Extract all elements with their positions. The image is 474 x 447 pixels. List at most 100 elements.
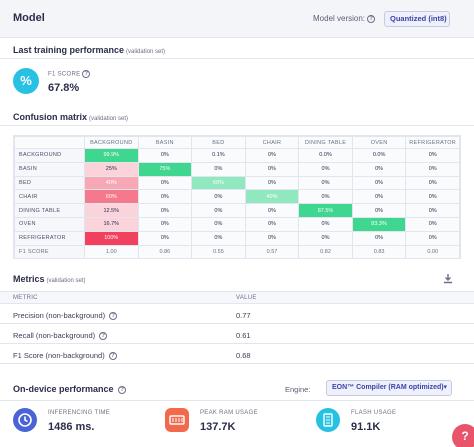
matrix-cell: 0%: [137, 189, 193, 205]
download-icon[interactable]: [443, 273, 453, 284]
training-subtitle: (validation set): [126, 49, 166, 55]
divider: [0, 58, 474, 59]
matrix-cell: 16.7%: [84, 216, 139, 232]
matrix-cell: 0%: [244, 148, 300, 163]
help-icon[interactable]: ?: [108, 352, 117, 361]
metrics-subtitle: (validation set): [46, 278, 86, 284]
matrix-cell: 0.0%: [351, 148, 407, 163]
matrix-f1-cell: 0.83: [351, 244, 407, 260]
metrics-title: Metrics: [13, 274, 45, 284]
f1-score-icon: %: [13, 68, 39, 94]
clock-glyph: [18, 413, 32, 427]
matrix-row: BASIN 25% 75% 0% 0% 0% 0% 0%: [14, 161, 460, 177]
matrix-cell: 0%: [405, 148, 460, 163]
matrix-cell: 0%: [191, 203, 246, 218]
ram-glyph: [169, 415, 185, 425]
engine-select[interactable]: EON™ Compiler (RAM optimized) ▾: [326, 380, 452, 396]
matrix-cell: 0%: [351, 189, 407, 205]
flash-usage-value: 91.1K: [351, 421, 381, 433]
matrix-column-header: BASIN: [137, 136, 193, 149]
matrix-column-header: REFRIGERATOR: [405, 136, 460, 149]
matrix-cell: 87.5%: [298, 203, 353, 218]
matrix-cell: 0%: [405, 203, 460, 218]
matrix-column-header: BED: [191, 136, 246, 149]
metric-name-text: Recall (non-background): [13, 331, 96, 340]
matrix-row-header: REFRIGERATOR: [14, 230, 85, 246]
matrix-cell: 25%: [84, 161, 139, 177]
inferencing-time-value: 1486 ms.: [48, 421, 95, 433]
matrix-cell: 0%: [405, 161, 460, 177]
matrix-cell: 60%: [191, 175, 246, 191]
matrix-cell: 40%: [84, 175, 139, 191]
training-section-title: Last training performance (validation set…: [13, 45, 165, 55]
matrix-row-header: OVEN: [14, 216, 85, 232]
matrix-cell: 0%: [137, 216, 193, 232]
matrix-cell: 0%: [298, 189, 353, 205]
matrix-cell: 0%: [191, 216, 246, 232]
matrix-row: BED 40% 0% 60% 0% 0% 0% 0%: [14, 175, 460, 191]
confusion-section-title: Confusion matrix (validation set): [13, 112, 128, 122]
matrix-cell: 0%: [191, 230, 246, 246]
metric-name-text: F1 Score (non-background): [13, 351, 105, 360]
matrix-corner: [14, 136, 85, 149]
f1-score-value: 67.8%: [48, 82, 80, 94]
help-icon[interactable]: ?: [118, 385, 127, 394]
matrix-f1-cell: 1.00: [84, 244, 139, 260]
matrix-row-header: DINING TABLE: [14, 203, 85, 218]
flash-usage-label: FLASH USAGE: [351, 410, 397, 416]
metric-row: Recall (non-background) ? 0.61: [0, 325, 474, 344]
matrix-cell: 0%: [298, 230, 353, 246]
matrix-cell: 0%: [137, 203, 193, 218]
matrix-cell: 0%: [405, 175, 460, 191]
help-icon[interactable]: ?: [109, 312, 118, 321]
matrix-row: REFRIGERATOR 100% 0% 0% 0% 0% 0% 0%: [14, 230, 460, 246]
matrix-cell: 0%: [351, 161, 407, 177]
matrix-column-header: OVEN: [351, 136, 407, 149]
ondevice-section-title: On-device performance ?: [13, 384, 127, 394]
matrix-cell: 75%: [137, 161, 193, 177]
training-title: Last training performance: [13, 45, 125, 55]
flash-icon: [316, 408, 340, 432]
matrix-cell: 0%: [137, 230, 193, 246]
matrix-row-header: F1 SCORE: [14, 244, 85, 260]
matrix-cell: 0%: [351, 203, 407, 218]
confusion-subtitle: (validation set): [89, 116, 129, 122]
help-icon[interactable]: ?: [82, 70, 91, 78]
help-icon[interactable]: ?: [367, 14, 376, 23]
matrix-cell: 60%: [84, 189, 139, 205]
divider: [0, 400, 474, 401]
help-chat-button[interactable]: ?: [452, 424, 474, 447]
matrix-column-header: DINING TABLE: [298, 136, 353, 149]
matrix-row-header: CHAIR: [14, 189, 85, 205]
divider: [0, 125, 474, 126]
ram-icon: [165, 408, 189, 432]
page-title: Model: [13, 12, 45, 24]
matrix-cell: 0%: [244, 230, 300, 246]
matrix-cell: 100%: [84, 230, 139, 246]
matrix-cell: 0%: [191, 189, 246, 205]
matrix-f1-cell: 0.00: [405, 244, 460, 260]
matrix-cell: 0%: [137, 148, 193, 163]
flash-glyph: [323, 413, 333, 427]
model-version-select[interactable]: Quantized (int8): [384, 11, 450, 27]
matrix-cell: 0%: [298, 161, 353, 177]
matrix-row: DINING TABLE 12.5% 0% 0% 0% 87.5% 0% 0%: [14, 203, 460, 218]
matrix-cell: 0%: [137, 175, 193, 191]
metrics-section-title: Metrics (validation set): [13, 274, 86, 284]
matrix-cell: 12.5%: [84, 203, 139, 218]
matrix-cell: 0.0%: [298, 148, 353, 163]
matrix-cell: 40%: [244, 189, 300, 205]
matrix-column-header: CHAIR: [244, 136, 300, 149]
metrics-table-header: METRIC VALUE: [0, 291, 474, 304]
matrix-cell: 0%: [351, 175, 407, 191]
matrix-row: BACKGROUND 99.9% 0% 0.1% 0% 0.0% 0.0% 0%: [14, 148, 460, 163]
model-header: Model Model version:? Quantized (int8): [0, 0, 474, 38]
model-version-text: Model version:: [313, 14, 366, 23]
matrix-cell: 0%: [405, 230, 460, 246]
matrix-cell: 0%: [351, 230, 407, 246]
metric-value: 0.68: [236, 351, 251, 360]
matrix-cell: 0%: [244, 203, 300, 218]
matrix-cell: 0%: [244, 161, 300, 177]
help-icon[interactable]: ?: [99, 332, 108, 341]
inferencing-time-label: INFERENCING TIME: [48, 410, 111, 416]
